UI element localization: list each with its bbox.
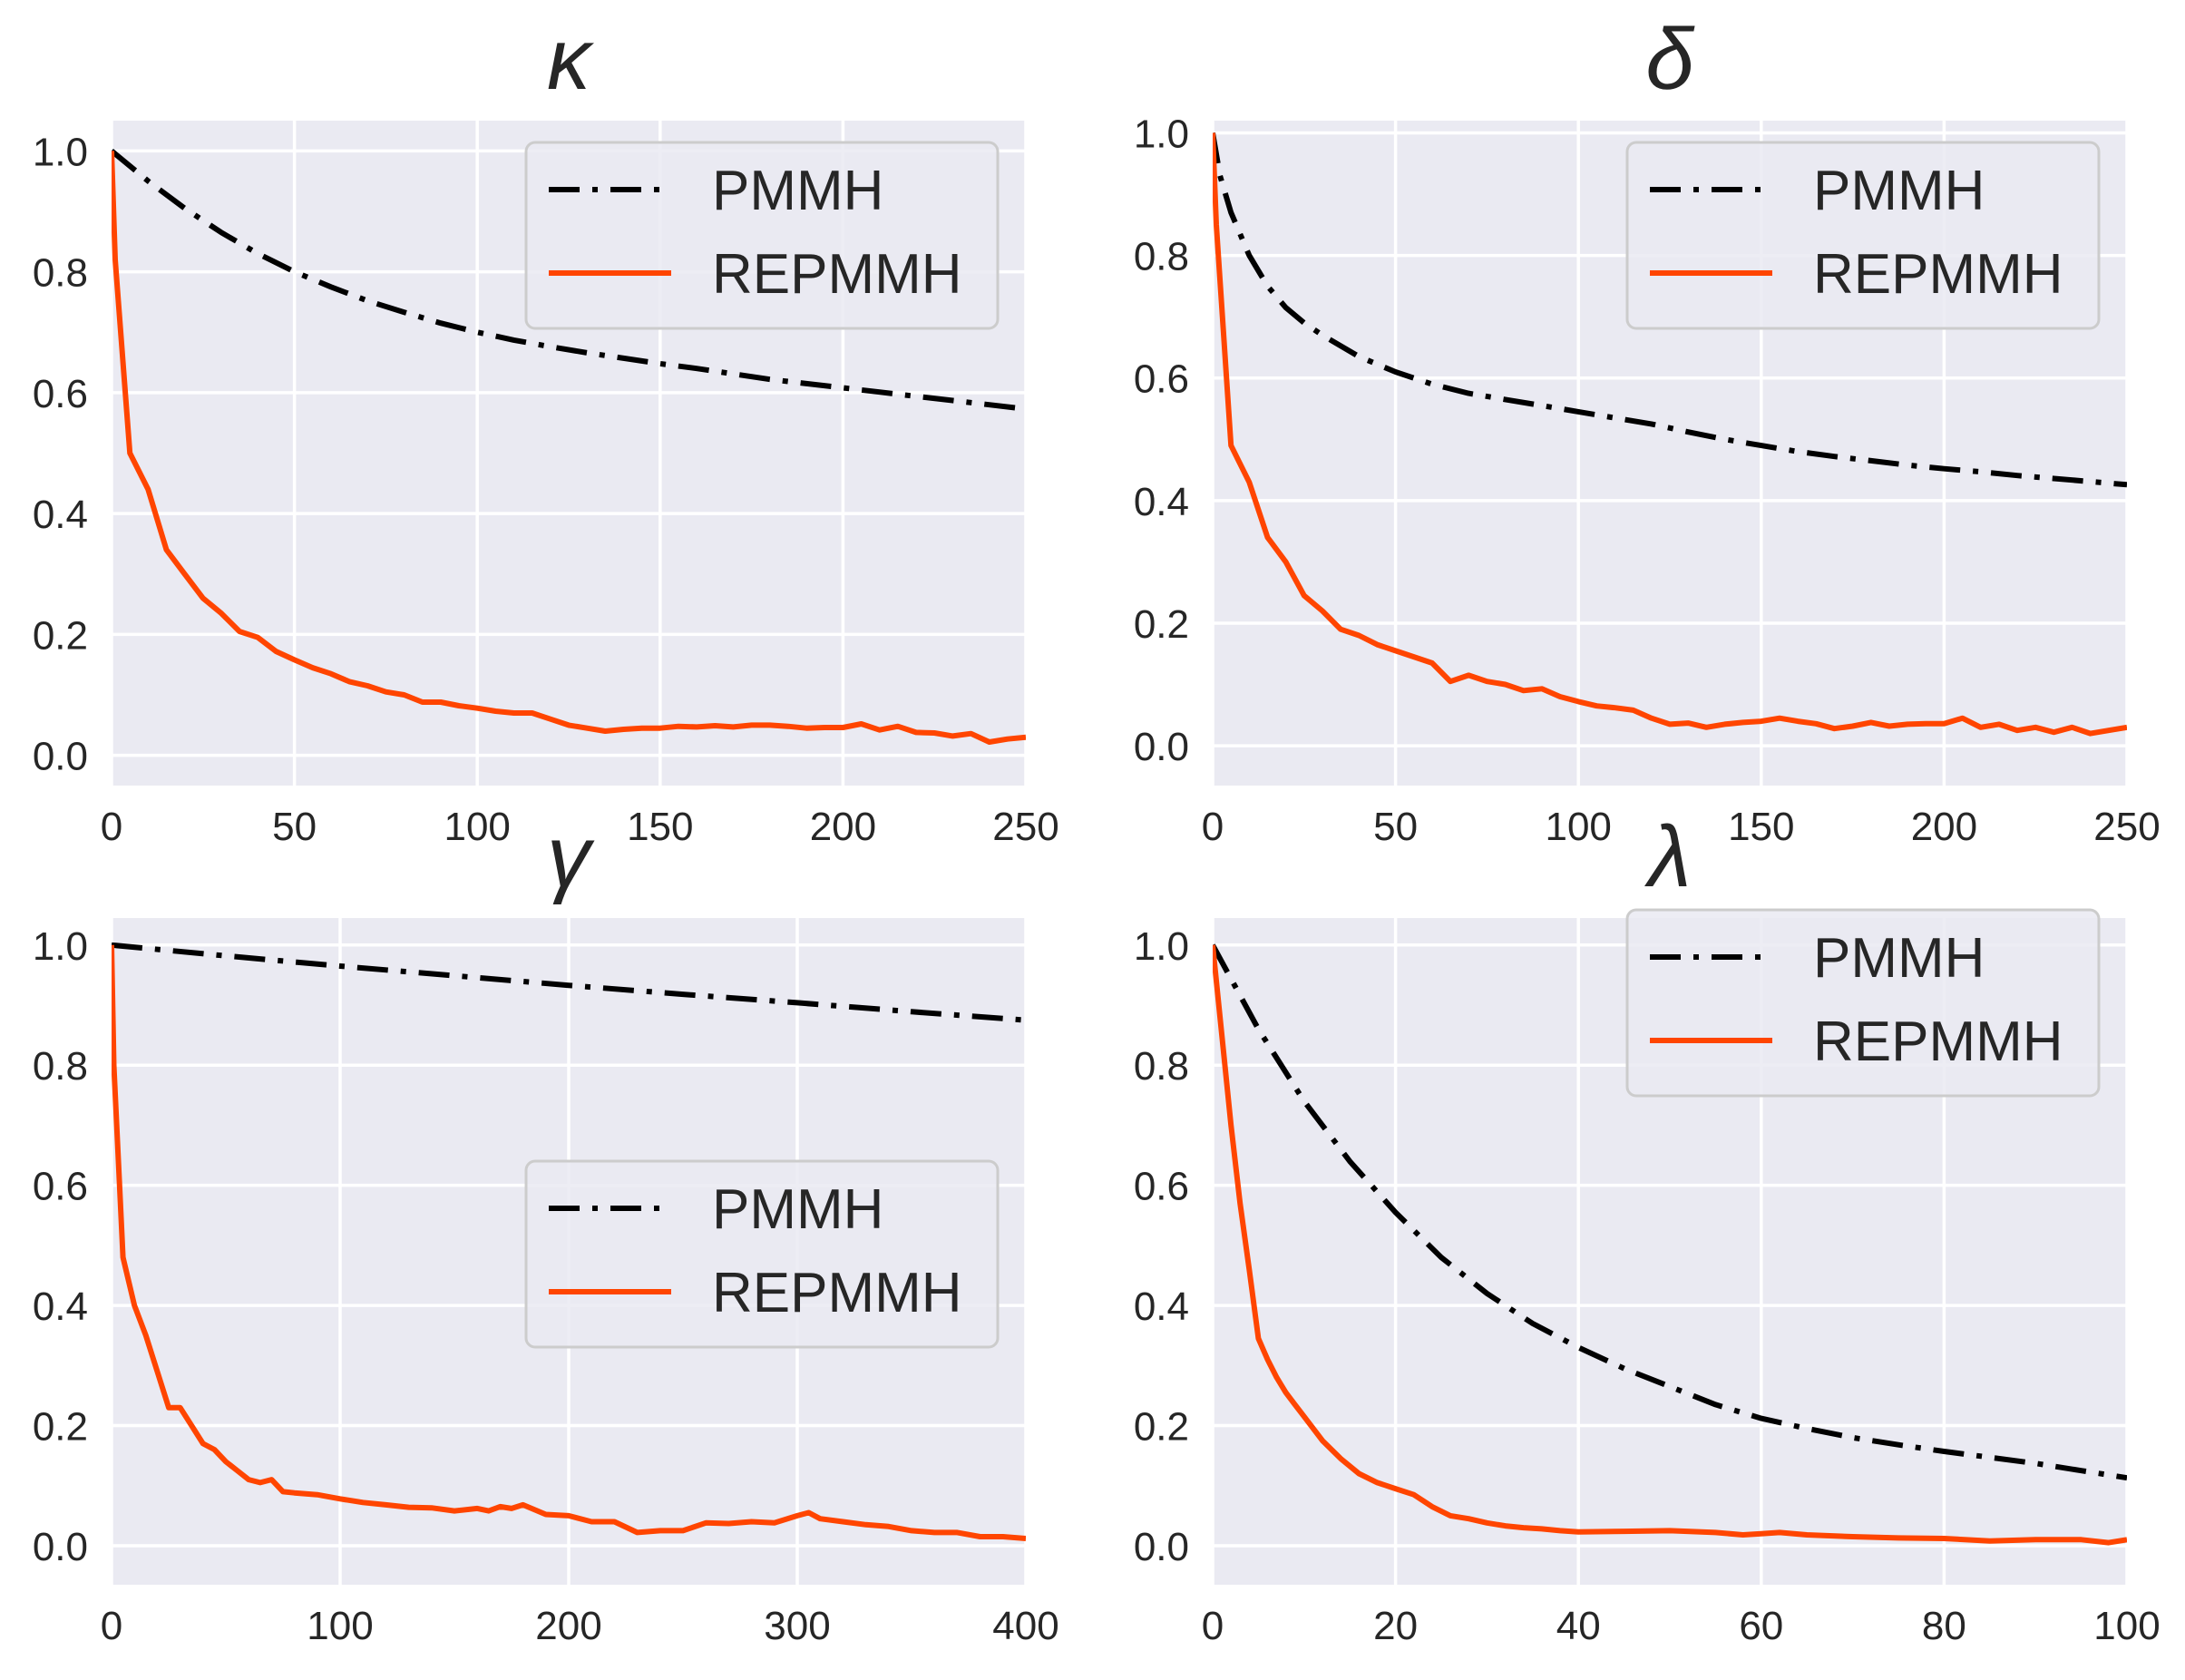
x-tick-label: 250 xyxy=(2093,805,2160,849)
y-tick-label: 0.0 xyxy=(33,1525,88,1569)
legend-label: REPMMH xyxy=(712,1262,962,1324)
y-tick-label: 0.2 xyxy=(1134,1405,1189,1450)
legend: PMMH REPMMH xyxy=(1625,141,2101,330)
legend-label: PMMH xyxy=(1813,160,1985,222)
legend-label: PMMH xyxy=(1813,927,1985,990)
legend-label: PMMH xyxy=(712,160,883,222)
x-tick-label: 40 xyxy=(1556,1604,1601,1648)
y-tick-label: 0.0 xyxy=(1134,725,1189,769)
legend-frame xyxy=(524,141,1000,330)
chart-title: γ xyxy=(547,808,595,905)
x-tick-label: 200 xyxy=(1911,805,1977,849)
x-tick-label: 200 xyxy=(810,805,876,849)
y-tick-label: 0.6 xyxy=(33,372,88,416)
legend: PMMH REPMMH xyxy=(1625,908,2101,1098)
x-tick-label: 0 xyxy=(1202,1604,1224,1648)
legend-frame xyxy=(524,1159,1000,1349)
legend-label: REPMMH xyxy=(1813,1011,2063,1073)
x-tick-label: 80 xyxy=(1922,1604,1966,1648)
x-tick-label: 150 xyxy=(1728,805,1794,849)
legend-label: REPMMH xyxy=(1813,243,2063,306)
legend-frame xyxy=(1625,141,2101,330)
y-tick-label: 0.0 xyxy=(33,735,88,779)
x-tick-label: 250 xyxy=(992,805,1058,849)
y-tick-label: 0.8 xyxy=(33,1044,88,1089)
y-tick-label: 1.0 xyxy=(33,924,88,969)
x-tick-label: 100 xyxy=(2093,1604,2160,1648)
panel-delta: 0 50 100 150 200 250 0.0 0.2 0.4 0.6 0.8 1.0 δ PMMH RE… xyxy=(1134,11,2161,849)
legend-label: PMMH xyxy=(712,1178,883,1241)
y-tick-label: 1.0 xyxy=(33,130,88,174)
x-tick-label: 150 xyxy=(627,805,693,849)
series-line-pmmh xyxy=(1213,132,2127,488)
legend-label: REPMMH xyxy=(712,243,962,306)
y-tick-label: 0.2 xyxy=(33,613,88,658)
y-tick-label: 0.8 xyxy=(1134,235,1189,279)
y-tick-label: 1.0 xyxy=(1134,924,1189,969)
y-tick-label: 0.8 xyxy=(1134,1044,1189,1089)
y-tick-label: 0.6 xyxy=(1134,1165,1189,1209)
y-tick-label: 0.6 xyxy=(33,1165,88,1209)
series-line-repmmh xyxy=(112,944,1026,1541)
series-line-repmmh xyxy=(112,151,1026,745)
series-line-pmmh xyxy=(112,148,1026,412)
y-tick-label: 0.6 xyxy=(1134,357,1189,402)
x-tick-label: 0 xyxy=(1202,805,1224,849)
x-tick-label: 60 xyxy=(1739,1604,1783,1648)
x-tick-label: 100 xyxy=(307,1604,373,1648)
legend-frame xyxy=(1625,908,2101,1098)
panel-lambda: 0 20 40 60 80 100 0.0 0.2 0.4 0.6 0.8 1.0 λ PMMH REPMM… xyxy=(1134,808,2161,1648)
series-line-pmmh xyxy=(112,942,1026,1023)
chart-title: κ xyxy=(547,11,595,108)
chart-title: δ xyxy=(1645,11,1695,108)
x-tick-label: 20 xyxy=(1373,1604,1418,1648)
y-tick-label: 0.2 xyxy=(1134,602,1189,647)
y-tick-label: 0.4 xyxy=(1134,480,1189,524)
y-tick-label: 0.4 xyxy=(33,1284,88,1329)
x-tick-label: 200 xyxy=(535,1604,601,1648)
panel-gamma: 0 100 200 300 400 0.0 0.2 0.4 0.6 0.8 1.0 γ PMMH REPM… xyxy=(33,808,1059,1648)
series-line-repmmh xyxy=(1213,944,2127,1546)
x-tick-label: 50 xyxy=(1373,805,1418,849)
x-tick-label: 300 xyxy=(764,1604,830,1648)
panel-kappa: 0 50 100 150 200 250 0.0 0.2 0.4 0.6 0.8 1.0 κ PMMH RE… xyxy=(33,11,1059,849)
legend: PMMH REPMMH xyxy=(524,141,1000,330)
x-tick-label: 100 xyxy=(444,805,510,849)
x-tick-label: 50 xyxy=(272,805,317,849)
legend: PMMH REPMMH xyxy=(524,1159,1000,1349)
y-tick-label: 0.2 xyxy=(33,1405,88,1450)
x-tick-label: 400 xyxy=(992,1604,1058,1648)
y-tick-label: 0.4 xyxy=(1134,1284,1189,1329)
x-tick-label: 0 xyxy=(101,1604,122,1648)
y-tick-label: 0.8 xyxy=(33,251,88,296)
x-tick-label: 100 xyxy=(1545,805,1611,849)
series-line-repmmh xyxy=(1213,132,2127,737)
x-tick-label: 0 xyxy=(101,805,122,849)
y-tick-label: 0.4 xyxy=(33,493,88,537)
y-tick-label: 0.0 xyxy=(1134,1525,1189,1569)
chart-title: λ xyxy=(1644,808,1691,905)
y-tick-label: 1.0 xyxy=(1134,112,1189,157)
